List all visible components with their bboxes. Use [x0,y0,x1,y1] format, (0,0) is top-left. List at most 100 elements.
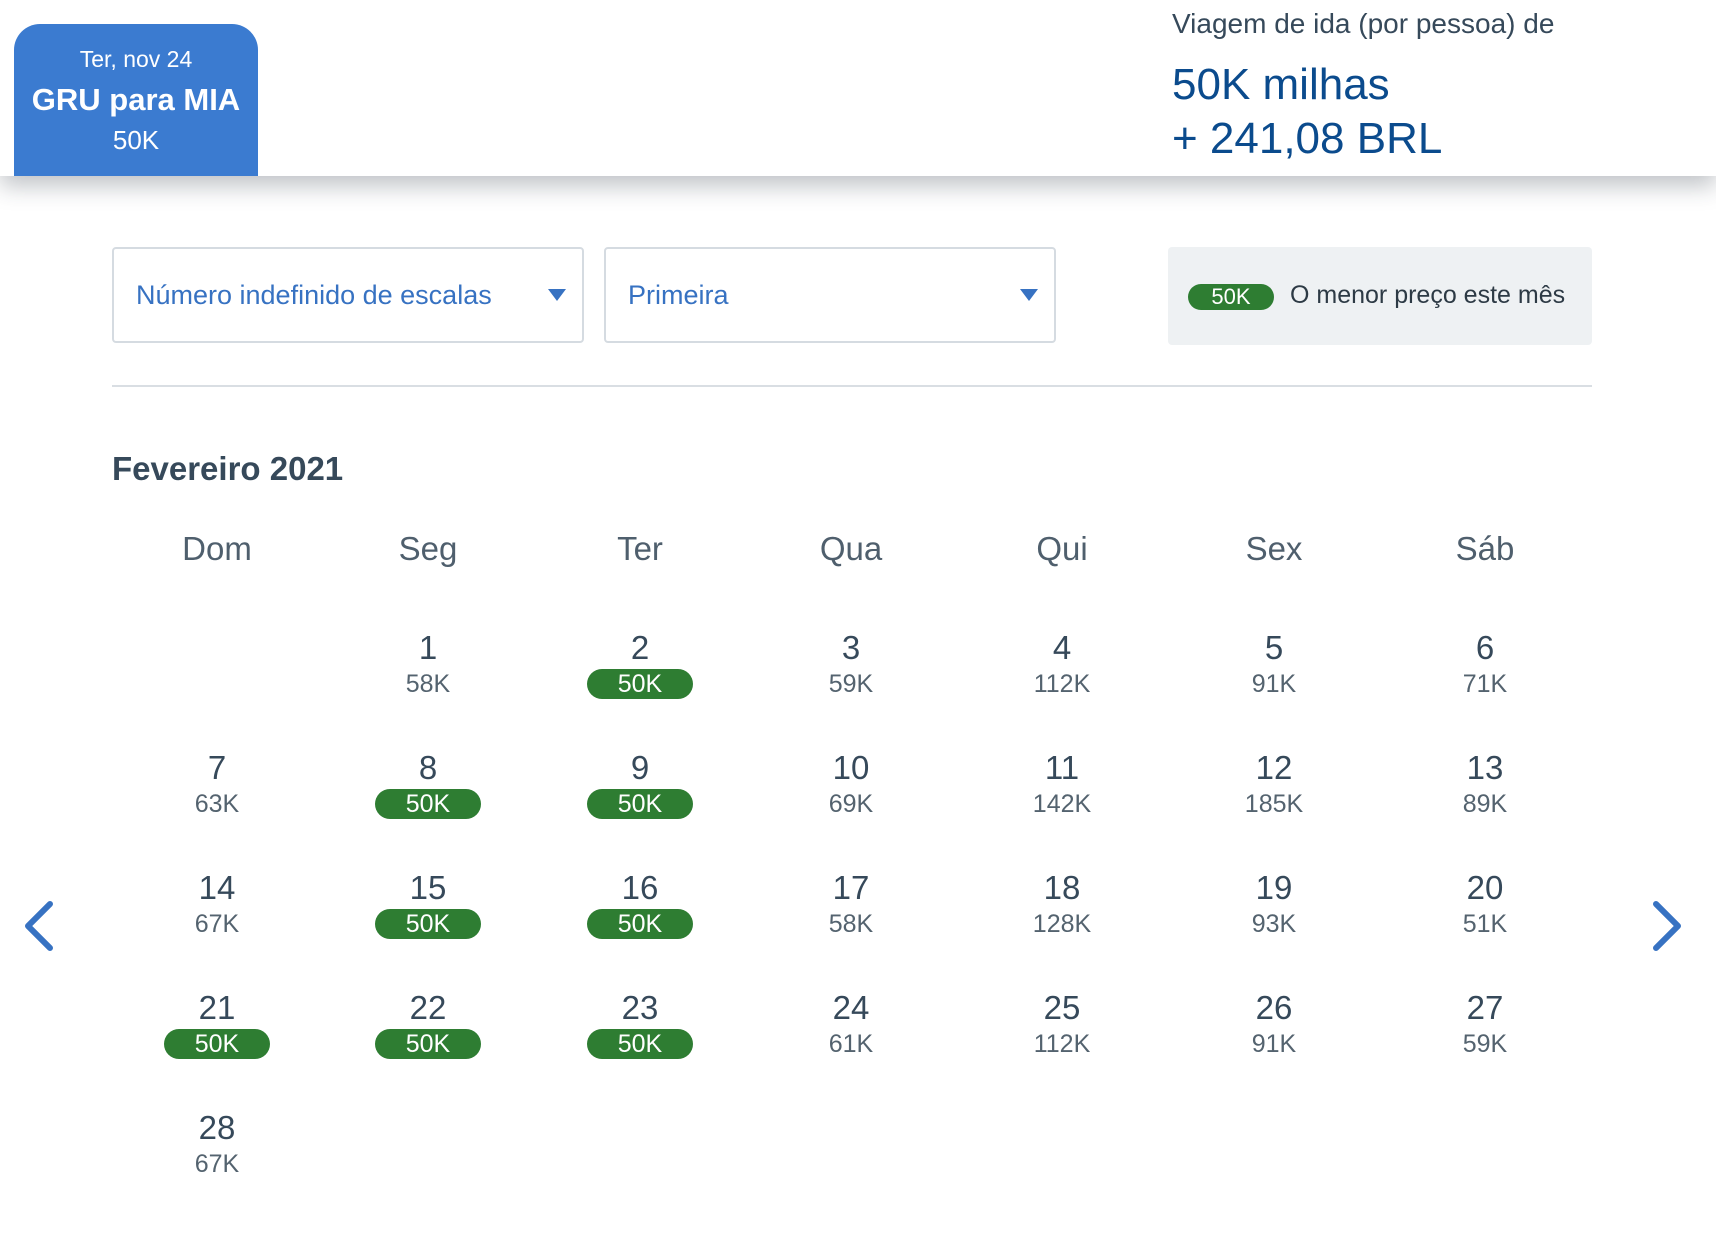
header: Ter, nov 24 GRU para MIA 50K Viagem de i… [0,0,1716,176]
calendar-day-21[interactable]: 21 50K [142,988,292,1078]
day-price: 91K [1251,670,1297,698]
calendar-day-24[interactable]: 24 61K [776,988,926,1078]
day-price: 69K [828,790,874,818]
lowest-price-badge: 50K [164,1029,270,1059]
calendar-day-10[interactable]: 10 69K [776,748,926,838]
day-price: 59K [828,670,874,698]
calendar-day-15[interactable]: 15 50K [353,868,503,958]
calendar-day-17[interactable]: 17 58K [776,868,926,958]
day-price: 91K [1251,1030,1297,1058]
lowest-price-badge: 50K [587,909,693,939]
day-number: 17 [832,869,870,906]
calendar-day-2[interactable]: 2 50K [565,628,715,718]
day-number: 26 [1255,989,1293,1026]
calendar-day-7[interactable]: 7 63K [142,748,292,838]
calendar-day-14[interactable]: 14 67K [142,868,292,958]
day-number: 11 [1044,749,1080,786]
day-number: 13 [1466,749,1504,786]
day-number: 16 [621,869,659,906]
calendar-day-13[interactable]: 13 89K [1410,748,1560,838]
calendar-day-12[interactable]: 12 185K [1199,748,1349,838]
day-price: 89K [1462,790,1508,818]
weekday-label: Sex [1245,530,1303,567]
calendar-day-11[interactable]: 11 142K [987,748,1137,838]
weekday-label: Sáb [1455,530,1515,567]
day-number: 27 [1466,989,1504,1026]
day-number: 19 [1255,869,1293,906]
legend-text: O menor preço este mês [1290,281,1566,309]
calendar-day-22[interactable]: 22 50K [353,988,503,1078]
weekday-label: Seg [398,530,458,567]
calendar-day-20[interactable]: 20 51K [1410,868,1560,958]
day-price: 112K [1033,670,1091,698]
day-price: 185K [1244,790,1304,818]
calendar-day-26[interactable]: 26 91K [1199,988,1349,1078]
day-price: 58K [828,910,874,938]
calendar-day-16[interactable]: 16 50K [565,868,715,958]
trip-route: GRU para MIA [31,82,241,117]
day-number: 20 [1466,869,1504,906]
calendar-day-9[interactable]: 9 50K [565,748,715,838]
calendar-day-1[interactable]: 1 58K [353,628,503,718]
weekday-label: Ter [617,530,663,567]
day-number: 7 [207,749,227,786]
day-number: 25 [1043,989,1081,1026]
day-number: 8 [418,749,438,786]
stops-select[interactable]: Número indefinido de escalas [112,247,584,343]
chevron-right-icon [1653,901,1681,951]
cabin-select[interactable]: Primeira [604,247,1056,343]
calendar-day-5[interactable]: 5 91K [1199,628,1349,718]
lowest-price-badge: 50K [375,909,481,939]
lowest-price-badge: 50K [587,789,693,819]
trip-tab[interactable]: Ter, nov 24 GRU para MIA 50K [14,24,258,176]
day-price: 67K [194,910,240,938]
day-number: 21 [198,989,236,1026]
price-miles: 50K milhas [1172,60,1390,109]
lowest-price-badge: 50K [375,1029,481,1059]
day-price: 58K [405,670,451,698]
price-summary-label: Viagem de ida (por pessoa) de [1172,8,1555,39]
divider [112,385,1592,387]
month-title: Fevereiro 2021 [112,450,344,487]
day-number: 2 [630,629,650,666]
day-number: 12 [1255,749,1293,786]
day-price: 61K [828,1030,874,1058]
day-price: 142K [1032,790,1092,818]
day-price: 63K [194,790,240,818]
day-number: 23 [621,989,659,1026]
day-price: 71K [1462,670,1508,698]
day-number: 24 [832,989,870,1026]
day-number: 3 [841,629,861,666]
legend-badge: 50K [1188,284,1274,310]
day-price: 93K [1251,910,1297,938]
stops-select-value: Número indefinido de escalas [136,280,492,310]
day-number: 4 [1052,629,1072,666]
day-price: 128K [1032,910,1092,938]
prev-month-button[interactable] [20,896,60,956]
calendar-day-28[interactable]: 28 67K [142,1108,292,1198]
calendar-day-27[interactable]: 27 59K [1410,988,1560,1078]
lowest-price-badge: 50K [587,1029,693,1059]
calendar-day-6[interactable]: 6 71K [1410,628,1560,718]
day-number: 5 [1264,629,1284,666]
caret-down-icon [548,289,566,301]
cabin-select-value: Primeira [628,280,729,310]
calendar-day-8[interactable]: 8 50K [353,748,503,838]
next-month-button[interactable] [1646,896,1686,956]
calendar-day-4[interactable]: 4 112K [987,628,1137,718]
day-price: 51K [1462,910,1508,938]
calendar-day-23[interactable]: 23 50K [565,988,715,1078]
calendar-day-19[interactable]: 19 93K [1199,868,1349,958]
day-number: 10 [832,749,870,786]
calendar-day-3[interactable]: 3 59K [776,628,926,718]
day-price: 112K [1033,1030,1091,1058]
day-number: 18 [1043,869,1081,906]
day-number: 9 [630,749,650,786]
calendar-day-25[interactable]: 25 112K [987,988,1137,1078]
day-price: 59K [1462,1030,1508,1058]
calendar-day-18[interactable]: 18 128K [987,868,1137,958]
day-price: 67K [194,1150,240,1178]
day-number: 14 [198,869,236,906]
price-summary: Viagem de ida (por pessoa) de 50K milhas… [1172,8,1554,166]
day-number: 6 [1475,629,1495,666]
